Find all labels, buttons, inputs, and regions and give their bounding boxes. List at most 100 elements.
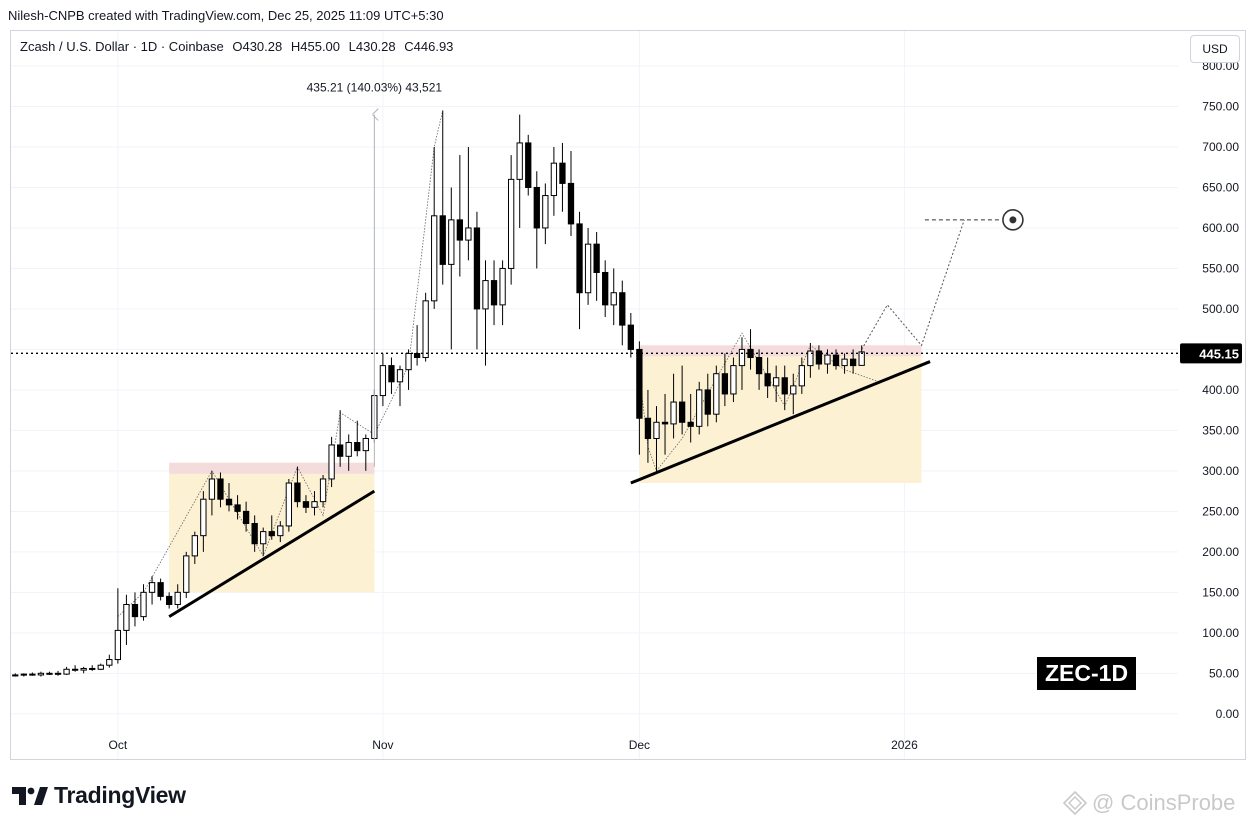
candle-body (106, 659, 113, 666)
candle (337, 410, 344, 467)
chart-frame (10, 30, 1246, 760)
support-trendline (168, 489, 376, 618)
candle-body (678, 401, 686, 423)
candle (490, 260, 498, 326)
candle (148, 576, 156, 605)
price-axis[interactable]: 0.00 50.00 100.00 150.00 200.00 250.00 300.00 3… (1180, 59, 1242, 721)
candle-body (268, 531, 275, 537)
candle-body (388, 365, 395, 383)
candle-body (337, 444, 344, 457)
diamond-icon (1062, 790, 1088, 816)
candle (302, 495, 310, 513)
candle-body (525, 142, 532, 188)
candle (54, 670, 62, 676)
candle (71, 665, 79, 672)
candle (473, 211, 481, 350)
candle-body (755, 357, 763, 375)
candle (465, 146, 472, 261)
candle (166, 592, 173, 609)
candle (773, 365, 780, 403)
candle (738, 337, 746, 390)
candle-body (661, 421, 669, 425)
candle-body (260, 531, 267, 545)
tradingview-logo[interactable]: TradingView (12, 782, 186, 809)
candle (354, 420, 361, 457)
ohlc-close: C446.93 (404, 39, 454, 54)
measure-label: 435.21 (140.03%) 43,521 (307, 81, 443, 95)
swing-path (638, 332, 879, 472)
y-tick-label: 200.00 (1202, 545, 1239, 559)
candle (200, 491, 207, 552)
candle (619, 280, 626, 346)
candle-body (764, 373, 771, 387)
candle-body (37, 672, 45, 676)
candle (653, 406, 660, 471)
candle-body (576, 223, 583, 294)
candle-body (174, 591, 181, 605)
ticker-badge: ZEC-1D (1037, 657, 1137, 690)
candle (20, 673, 27, 677)
candle-body (815, 350, 823, 365)
candle (841, 353, 848, 374)
y-tick-label: 500.00 (1202, 302, 1239, 316)
y-tick-label: 750.00 (1202, 99, 1239, 113)
y-tick-label: 50.00 (1209, 666, 1239, 680)
candle (567, 151, 575, 237)
candle (97, 663, 104, 671)
x-tick-label: Nov (372, 738, 393, 752)
currency-button[interactable]: USD (1190, 35, 1240, 63)
candle-body (413, 352, 421, 359)
target-icon-center (1009, 216, 1017, 224)
x-tick-label: Dec (629, 738, 650, 752)
candle (456, 155, 463, 277)
candle-body (166, 595, 173, 605)
candle (713, 365, 720, 423)
candle-body (123, 603, 130, 631)
candle-body (217, 478, 224, 500)
candle-body (533, 186, 540, 229)
ohlc-high: H455.00 (290, 39, 341, 54)
candle (576, 211, 583, 330)
candle-body (858, 351, 865, 366)
candle (46, 671, 53, 675)
candle (482, 260, 489, 366)
candle-body (114, 629, 122, 661)
candle (858, 345, 865, 366)
candle (319, 474, 327, 508)
projection-path (117, 110, 965, 617)
candle-body (653, 421, 660, 439)
candle (790, 373, 797, 415)
candle (379, 353, 387, 407)
candle-body (670, 401, 677, 425)
candle (114, 588, 122, 664)
candle (217, 472, 224, 508)
candle-body (439, 215, 446, 265)
candle-body (71, 668, 79, 671)
watermark-text: @ CoinsProbe (1092, 790, 1236, 815)
candle-body (696, 389, 703, 427)
candle (550, 146, 558, 216)
candle (533, 171, 540, 269)
candle-body (242, 510, 250, 525)
candle (584, 227, 592, 305)
candle-body (781, 377, 788, 395)
candle (131, 592, 139, 627)
candle-body (730, 365, 737, 395)
y-tick-label: 150.00 (1202, 585, 1239, 599)
candle-body (234, 504, 241, 512)
candle-body (46, 672, 53, 675)
candle-body (431, 215, 438, 302)
tradingview-logo-text: TradingView (54, 782, 186, 808)
y-tick-label: 650.00 (1202, 180, 1239, 194)
candle (559, 142, 566, 212)
candle (431, 146, 438, 309)
time-axis[interactable]: Oct Nov Dec 2026 (109, 738, 919, 752)
candle-body (619, 292, 626, 326)
candle (422, 292, 429, 362)
candle-body (773, 377, 780, 387)
candle-body (345, 442, 352, 457)
candle-body (328, 444, 335, 480)
annotation-layer: 435.21 (140.03%) 43,521 (11, 81, 1178, 467)
y-tick-label: 350.00 (1202, 423, 1239, 437)
